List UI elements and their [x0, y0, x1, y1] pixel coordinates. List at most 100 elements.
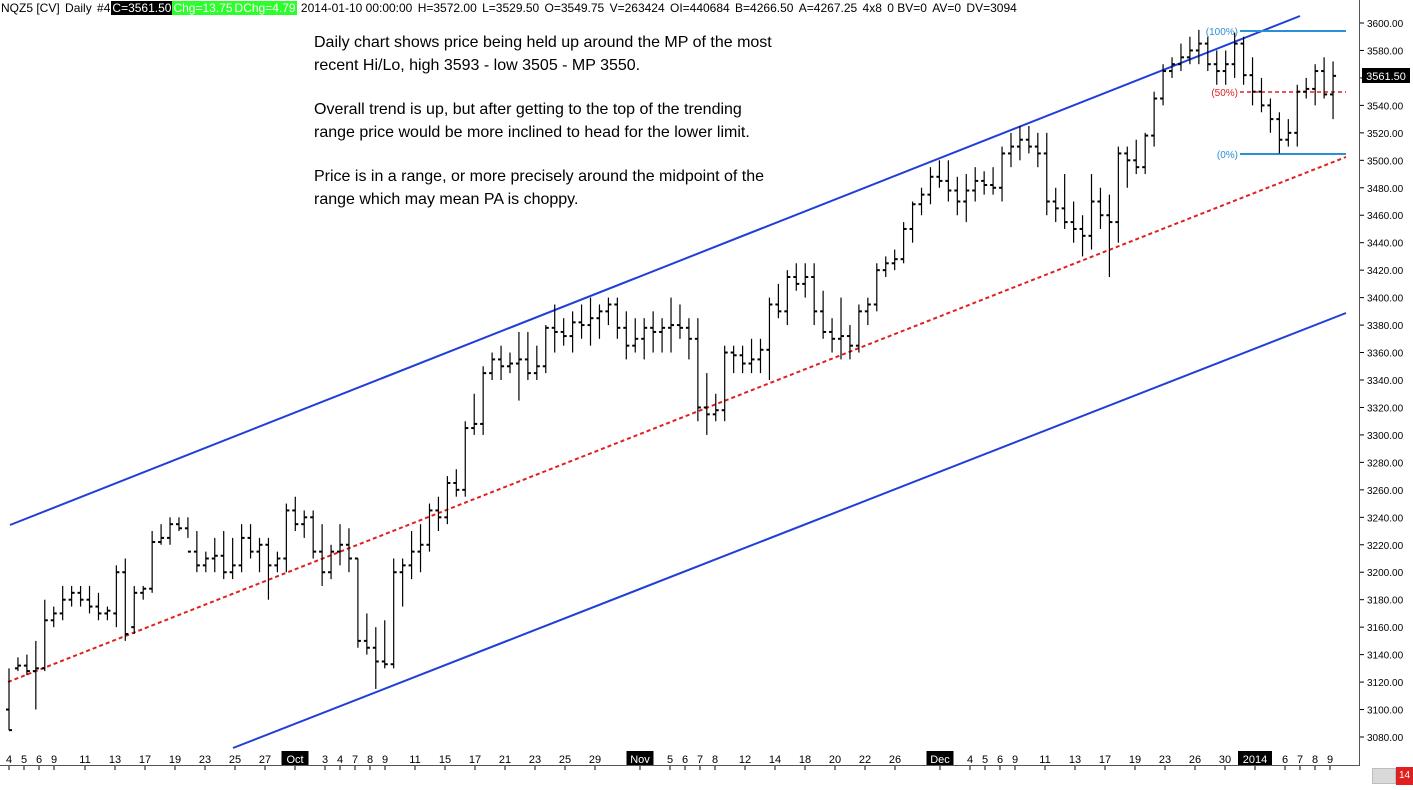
channel-lines[interactable] [7, 15, 1347, 749]
ohlc-bar[interactable] [372, 627, 379, 689]
ohlc-bar[interactable] [453, 469, 460, 497]
ohlc-bar[interactable] [775, 283, 782, 319]
ohlc-bar[interactable] [247, 524, 254, 559]
corner-badge[interactable]: 14 [1396, 767, 1413, 785]
chart-annotation[interactable]: Daily chart shows price being held up ar… [314, 32, 784, 233]
ohlc-bar[interactable] [1124, 146, 1131, 188]
ohlc-bar[interactable] [981, 171, 988, 195]
ohlc-bar[interactable] [721, 345, 728, 422]
ohlc-bar[interactable] [462, 421, 469, 497]
ohlc-bar[interactable] [533, 345, 540, 380]
ohlc-bar[interactable] [1061, 174, 1068, 229]
ohlc-bar[interactable] [167, 517, 174, 545]
ohlc-bar[interactable] [1133, 139, 1140, 175]
ohlc-bar[interactable] [59, 585, 66, 621]
ohlc-bar[interactable] [578, 304, 585, 339]
ohlc-bar[interactable] [515, 331, 522, 401]
ohlc-bar[interactable] [95, 592, 102, 621]
ohlc-bar[interactable] [542, 325, 549, 374]
ohlc-bar[interactable] [1177, 43, 1184, 72]
ohlc-bar[interactable] [954, 176, 961, 216]
ohlc-bar[interactable] [551, 304, 558, 353]
ohlc-bar[interactable] [560, 318, 567, 346]
ohlc-bar[interactable] [489, 352, 496, 380]
ohlc-bar[interactable] [274, 551, 281, 573]
ohlc-bar[interactable] [1097, 187, 1104, 229]
ohlc-bar[interactable] [1321, 57, 1328, 99]
ohlc-bar[interactable] [68, 585, 75, 607]
ohlc-bar[interactable] [435, 496, 442, 532]
ohlc-bar[interactable] [676, 304, 683, 339]
ohlc-bar[interactable] [864, 297, 871, 326]
ohlc-bar[interactable] [310, 510, 317, 559]
ohlc-bar[interactable] [1204, 36, 1211, 72]
ohlc-bar[interactable] [659, 318, 666, 353]
date-axis[interactable]: 4 5 6 9 11 13 17 19 23 25 27 Oct 3 4 7 8 9 11 15 17 21 23 25 29… [6, 751, 1333, 770]
ohlc-bar[interactable] [1312, 64, 1319, 106]
ohlc-bar[interactable] [41, 599, 48, 672]
ohlc-bar[interactable] [730, 345, 737, 374]
ohlc-bar[interactable] [1025, 125, 1032, 154]
ohlc-bar[interactable] [480, 366, 487, 435]
horizontal-scrollbar-thumb[interactable] [1372, 768, 1396, 784]
ohlc-bar[interactable] [328, 544, 335, 580]
ohlc-bar[interactable] [32, 640, 39, 710]
ohlc-bar[interactable] [498, 345, 505, 380]
ohlc-bar[interactable] [838, 297, 845, 360]
ohlc-bar[interactable] [623, 311, 630, 360]
ohlc-bar[interactable] [238, 524, 245, 573]
ohlc-bar[interactable] [292, 496, 299, 532]
ohlc-bar[interactable] [963, 174, 970, 223]
ohlc-bar[interactable] [569, 311, 576, 353]
ohlc-bar[interactable] [1016, 125, 1023, 161]
ohlc-bar[interactable] [1258, 77, 1265, 113]
ohlc-bar[interactable] [1276, 112, 1283, 154]
ohlc-bar[interactable] [927, 167, 934, 205]
ohlc-bar[interactable] [301, 510, 308, 538]
ohlc-bar[interactable] [1285, 119, 1292, 147]
ohlc-bar[interactable] [149, 531, 156, 593]
ohlc-bar[interactable] [596, 304, 603, 339]
ohlc-bar[interactable] [820, 290, 827, 339]
ohlc-bar[interactable] [1249, 57, 1256, 106]
ohlc-bar[interactable] [712, 393, 719, 422]
ohlc-bar[interactable] [739, 345, 746, 374]
ohlc-bar[interactable] [1151, 91, 1158, 147]
ohlc-bar[interactable] [471, 393, 478, 435]
ohlc-bar[interactable] [158, 524, 165, 545]
ohlc-bar[interactable] [408, 531, 415, 580]
ohlc-bar[interactable] [399, 558, 406, 607]
ohlc-bar[interactable] [131, 585, 138, 635]
ohlc-bar[interactable] [990, 167, 997, 195]
ohlc-bar[interactable] [748, 338, 755, 374]
ohlc-bar[interactable] [846, 325, 853, 360]
ohlc-bar[interactable] [140, 585, 147, 600]
ohlc-bar[interactable] [614, 297, 621, 339]
ohlc-bar[interactable] [1088, 174, 1095, 250]
fib-retracement[interactable]: (100%) (50%) (0%) [1206, 27, 1346, 161]
ohlc-bar[interactable] [1142, 132, 1149, 175]
ohlc-bar[interactable] [444, 476, 451, 525]
ohlc-bar[interactable] [363, 613, 370, 655]
ohlc-bars[interactable] [6, 29, 1337, 732]
ohlc-bar[interactable] [256, 537, 263, 573]
ohlc-bar[interactable] [390, 558, 397, 669]
ohlc-bar[interactable] [345, 528, 352, 573]
ohlc-bar[interactable] [104, 606, 111, 621]
ohlc-bar[interactable] [86, 585, 93, 614]
ohlc-bar[interactable] [220, 531, 227, 580]
ohlc-bar[interactable] [909, 201, 916, 243]
ohlc-bar[interactable] [1222, 50, 1229, 85]
ohlc-bar[interactable] [426, 503, 433, 552]
ohlc-bar[interactable] [175, 517, 182, 532]
ohlc-bar[interactable] [1195, 29, 1202, 65]
ohlc-bar[interactable] [972, 167, 979, 202]
ohlc-bar[interactable] [506, 352, 513, 374]
ohlc-bar[interactable] [587, 297, 594, 346]
ohlc-bar[interactable] [1079, 215, 1086, 257]
ohlc-bar[interactable] [605, 297, 612, 326]
ohlc-bar[interactable] [283, 503, 290, 573]
ohlc-bar[interactable] [891, 249, 898, 271]
ohlc-bar[interactable] [524, 331, 531, 380]
